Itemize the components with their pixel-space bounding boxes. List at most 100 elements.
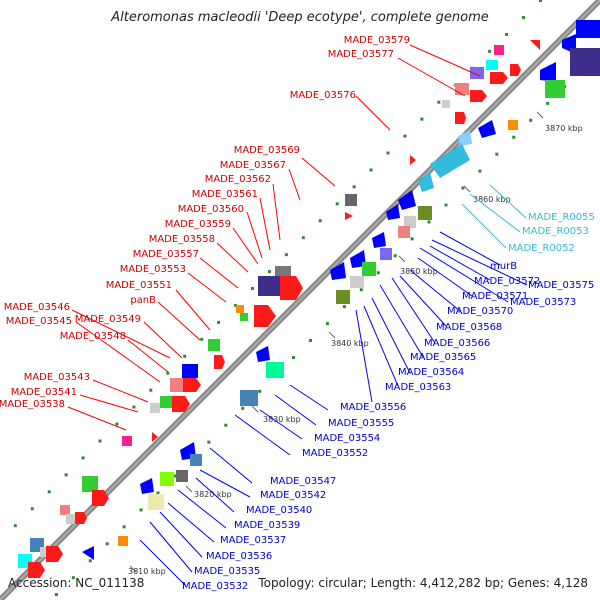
- gene-feature[interactable]: [386, 204, 400, 220]
- gene-label[interactable]: MADE_03540: [246, 505, 312, 516]
- gene-label[interactable]: MADE_03538: [0, 399, 65, 410]
- gene-feature[interactable]: [570, 48, 600, 76]
- gene-feature[interactable]: [418, 206, 432, 220]
- gene-label[interactable]: MADE_03537: [220, 535, 286, 546]
- gene-label[interactable]: MADE_03566: [424, 338, 490, 349]
- gene-label[interactable]: MADE_03532: [182, 581, 248, 592]
- gene-label[interactable]: MADE_03548: [60, 331, 126, 342]
- gene-feature[interactable]: [510, 64, 521, 76]
- gene-feature[interactable]: [160, 396, 172, 408]
- gene-label[interactable]: murB: [490, 261, 517, 272]
- gene-feature[interactable]: [362, 262, 376, 276]
- gene-feature[interactable]: [336, 290, 350, 304]
- gene-feature[interactable]: [470, 67, 484, 79]
- gene-label[interactable]: MADE_03564: [398, 367, 464, 378]
- gene-feature[interactable]: [275, 266, 291, 278]
- gene-feature[interactable]: [254, 305, 276, 327]
- gene-label[interactable]: MADE_R0052: [508, 243, 575, 254]
- gene-label[interactable]: MADE_03555: [328, 418, 394, 429]
- gene-feature[interactable]: [190, 454, 202, 466]
- gene-feature[interactable]: [172, 396, 190, 412]
- gene-label[interactable]: MADE_03543: [24, 372, 90, 383]
- gene-feature[interactable]: [240, 313, 248, 321]
- gene-feature[interactable]: [490, 72, 508, 84]
- gene-feature[interactable]: [208, 339, 220, 351]
- gene-feature[interactable]: [40, 547, 50, 557]
- gene-feature[interactable]: [280, 276, 303, 300]
- gene-feature[interactable]: [46, 546, 63, 562]
- gene-feature[interactable]: [442, 100, 450, 108]
- gene-label[interactable]: MADE_03557: [133, 249, 199, 260]
- gene-label[interactable]: MADE_03561: [192, 189, 258, 200]
- gene-label[interactable]: MADE_03569: [234, 145, 300, 156]
- gene-feature[interactable]: [398, 190, 416, 210]
- gene-feature[interactable]: [545, 80, 565, 98]
- gene-label[interactable]: MADE_03536: [206, 551, 272, 562]
- gene-label[interactable]: MADE_03542: [260, 490, 326, 501]
- gene-feature[interactable]: [176, 470, 188, 482]
- gene-feature[interactable]: [170, 378, 184, 392]
- gene-label[interactable]: MADE_03551: [106, 280, 172, 291]
- gene-label[interactable]: MADE_03559: [165, 219, 231, 230]
- gene-feature[interactable]: [122, 436, 132, 446]
- gene-feature[interactable]: [455, 112, 466, 124]
- gene-feature[interactable]: [60, 505, 70, 515]
- gene-label[interactable]: MADE_03570: [447, 306, 513, 317]
- gene-feature[interactable]: [92, 490, 109, 506]
- gene-feature[interactable]: [350, 276, 364, 288]
- gene-label[interactable]: panB: [130, 295, 156, 306]
- gene-feature[interactable]: [380, 248, 392, 260]
- gene-feature[interactable]: [404, 216, 416, 228]
- gene-label[interactable]: MADE_03562: [205, 174, 271, 185]
- gene-feature[interactable]: [258, 276, 280, 296]
- gene-feature[interactable]: [266, 362, 284, 378]
- gene-label[interactable]: MADE_03545: [6, 316, 72, 327]
- gene-feature[interactable]: [418, 172, 434, 192]
- gene-label[interactable]: MADE_03552: [302, 448, 368, 459]
- gene-feature[interactable]: [410, 155, 416, 165]
- gene-label[interactable]: MADE_03577: [328, 49, 394, 60]
- gene-feature[interactable]: [182, 364, 198, 378]
- gene-label[interactable]: MADE_03575: [528, 280, 594, 291]
- gene-label[interactable]: MADE_03573: [510, 297, 576, 308]
- gene-label[interactable]: MADE_R0053: [522, 226, 589, 237]
- gene-feature[interactable]: [82, 476, 98, 492]
- gene-label[interactable]: MADE_03535: [194, 566, 260, 577]
- gene-feature[interactable]: [183, 378, 201, 392]
- gene-feature[interactable]: [508, 120, 518, 130]
- gene-label[interactable]: MADE_03554: [314, 433, 380, 444]
- gene-label[interactable]: MADE_03565: [410, 352, 476, 363]
- gene-feature[interactable]: [345, 212, 353, 220]
- gene-label[interactable]: MADE_03576: [290, 90, 356, 101]
- gene-feature[interactable]: [494, 45, 504, 55]
- gene-feature[interactable]: [256, 346, 270, 362]
- gene-label[interactable]: MADE_03568: [436, 322, 502, 333]
- gene-feature[interactable]: [66, 514, 76, 524]
- gene-feature[interactable]: [398, 226, 410, 238]
- gene-feature[interactable]: [576, 20, 600, 38]
- gene-label[interactable]: MADE_03567: [220, 160, 286, 171]
- gene-label[interactable]: MADE_03558: [149, 234, 215, 245]
- gene-feature[interactable]: [345, 194, 357, 206]
- gene-feature[interactable]: [455, 83, 469, 95]
- gene-feature[interactable]: [540, 62, 556, 82]
- gene-feature[interactable]: [372, 232, 386, 248]
- gene-label[interactable]: MADE_03549: [75, 314, 141, 325]
- gene-feature[interactable]: [140, 478, 154, 494]
- gene-label[interactable]: MADE_03563: [385, 382, 451, 393]
- gene-label[interactable]: MADE_03541: [11, 387, 77, 398]
- gene-feature[interactable]: [82, 546, 94, 560]
- gene-feature[interactable]: [118, 536, 128, 546]
- gene-feature[interactable]: [236, 305, 244, 313]
- gene-feature[interactable]: [486, 60, 498, 70]
- gene-feature[interactable]: [75, 512, 87, 524]
- gene-label[interactable]: MADE_03572: [474, 276, 540, 287]
- gene-label[interactable]: MADE_03547: [270, 476, 336, 487]
- gene-feature[interactable]: [330, 262, 346, 280]
- gene-feature[interactable]: [214, 355, 225, 369]
- gene-feature[interactable]: [430, 144, 470, 178]
- gene-label[interactable]: MADE_03556: [340, 402, 406, 413]
- gene-feature[interactable]: [530, 40, 540, 50]
- gene-label[interactable]: MADE_03539: [234, 520, 300, 531]
- gene-feature[interactable]: [152, 432, 158, 442]
